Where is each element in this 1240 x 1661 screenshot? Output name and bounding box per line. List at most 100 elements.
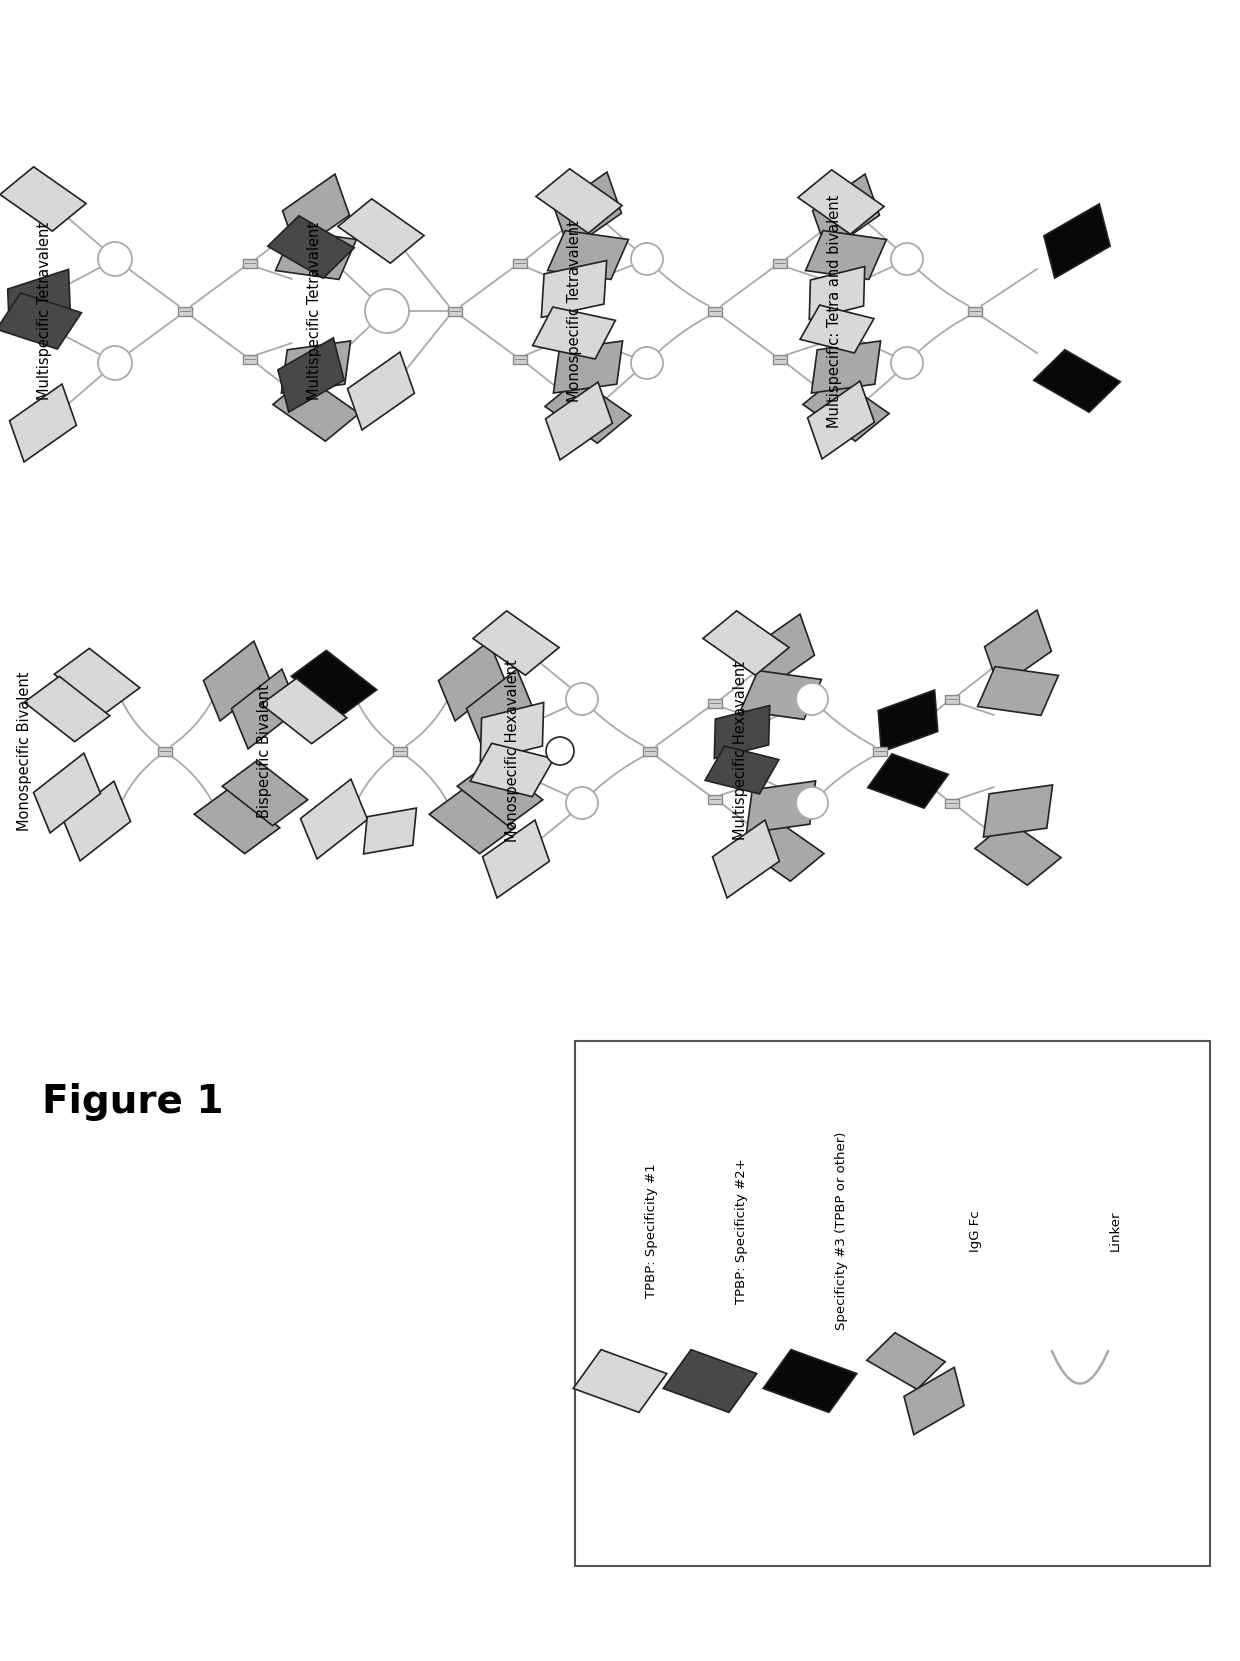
Polygon shape: [706, 746, 779, 794]
Bar: [945, 694, 959, 704]
Polygon shape: [63, 781, 130, 860]
Bar: [575, 1041, 1210, 1566]
Polygon shape: [554, 173, 621, 249]
Polygon shape: [281, 341, 351, 394]
Polygon shape: [806, 231, 887, 279]
Polygon shape: [472, 611, 559, 674]
Text: Monospecific Bivalent: Monospecific Bivalent: [17, 671, 32, 830]
Bar: [873, 746, 887, 756]
Text: TPBP: Specificity #1: TPBP: Specificity #1: [646, 1164, 658, 1299]
Bar: [513, 259, 527, 267]
Polygon shape: [458, 761, 543, 826]
Polygon shape: [363, 807, 417, 854]
Text: Multispecific Hexavalent: Multispecific Hexavalent: [733, 661, 748, 840]
Bar: [968, 307, 982, 316]
Polygon shape: [985, 610, 1052, 688]
Circle shape: [98, 243, 131, 276]
Polygon shape: [480, 703, 543, 761]
Polygon shape: [7, 269, 71, 332]
Bar: [773, 354, 787, 364]
Circle shape: [892, 347, 923, 379]
Polygon shape: [713, 821, 780, 899]
Polygon shape: [703, 611, 789, 674]
Circle shape: [631, 243, 663, 276]
Polygon shape: [222, 761, 308, 826]
Polygon shape: [740, 671, 821, 719]
Polygon shape: [553, 341, 622, 394]
Bar: [393, 746, 407, 756]
Polygon shape: [482, 821, 549, 899]
Polygon shape: [0, 166, 86, 231]
Polygon shape: [977, 666, 1059, 716]
Circle shape: [546, 737, 574, 766]
Polygon shape: [663, 1350, 756, 1412]
Polygon shape: [470, 744, 554, 797]
Polygon shape: [812, 174, 879, 252]
Bar: [945, 799, 959, 807]
Polygon shape: [33, 752, 100, 832]
Polygon shape: [546, 382, 613, 460]
Text: Monospecific Hexavalent: Monospecific Hexavalent: [505, 659, 520, 842]
Circle shape: [365, 289, 409, 332]
Polygon shape: [55, 648, 140, 714]
Polygon shape: [283, 174, 350, 252]
Text: IgG Fc: IgG Fc: [968, 1211, 982, 1252]
Bar: [708, 307, 722, 316]
Polygon shape: [807, 380, 874, 458]
Polygon shape: [544, 379, 631, 443]
Polygon shape: [714, 706, 770, 759]
Polygon shape: [746, 781, 816, 834]
Polygon shape: [275, 231, 356, 279]
Polygon shape: [800, 306, 874, 352]
Polygon shape: [268, 216, 355, 279]
Bar: [513, 354, 527, 364]
Text: Bispecific Bivalent: Bispecific Bivalent: [258, 684, 273, 817]
Bar: [708, 794, 722, 804]
Polygon shape: [439, 641, 506, 721]
Bar: [773, 259, 787, 267]
Text: TPBP: Specificity #2+: TPBP: Specificity #2+: [735, 1158, 749, 1304]
Polygon shape: [273, 377, 360, 442]
Polygon shape: [542, 261, 606, 317]
Polygon shape: [983, 786, 1053, 837]
Polygon shape: [904, 1367, 963, 1435]
Polygon shape: [10, 384, 77, 462]
Polygon shape: [232, 669, 299, 749]
Text: Specificity #3 (TPBP or other): Specificity #3 (TPBP or other): [836, 1131, 848, 1330]
Text: Multispecific: Tetra and bivalent: Multispecific: Tetra and bivalent: [827, 194, 842, 427]
Polygon shape: [536, 169, 622, 233]
Circle shape: [565, 683, 598, 714]
Bar: [448, 307, 463, 316]
Polygon shape: [763, 1350, 857, 1412]
Polygon shape: [25, 676, 110, 741]
Polygon shape: [291, 651, 377, 716]
Text: Multispecific Tetravalent: Multispecific Tetravalent: [308, 223, 322, 400]
Text: Monospecific Tetravalent: Monospecific Tetravalent: [568, 219, 583, 402]
Polygon shape: [738, 817, 825, 882]
Circle shape: [796, 787, 828, 819]
Text: Linker: Linker: [1109, 1211, 1121, 1251]
Circle shape: [565, 787, 598, 819]
Bar: [157, 746, 172, 756]
Circle shape: [631, 347, 663, 379]
Bar: [243, 354, 257, 364]
Polygon shape: [975, 821, 1061, 885]
Polygon shape: [339, 199, 424, 262]
Polygon shape: [867, 1332, 945, 1389]
Polygon shape: [466, 669, 533, 749]
Bar: [708, 699, 722, 708]
Polygon shape: [797, 169, 884, 234]
Polygon shape: [0, 292, 82, 349]
Polygon shape: [300, 779, 367, 859]
Polygon shape: [811, 341, 880, 394]
Polygon shape: [868, 754, 949, 809]
Bar: [243, 259, 257, 267]
Circle shape: [98, 345, 131, 380]
Bar: [179, 307, 192, 316]
Polygon shape: [533, 307, 615, 359]
Circle shape: [892, 243, 923, 276]
Polygon shape: [262, 678, 347, 744]
Polygon shape: [278, 337, 345, 412]
Text: Multispecific Tetravalent: Multispecific Tetravalent: [37, 223, 52, 400]
Polygon shape: [1044, 204, 1110, 277]
